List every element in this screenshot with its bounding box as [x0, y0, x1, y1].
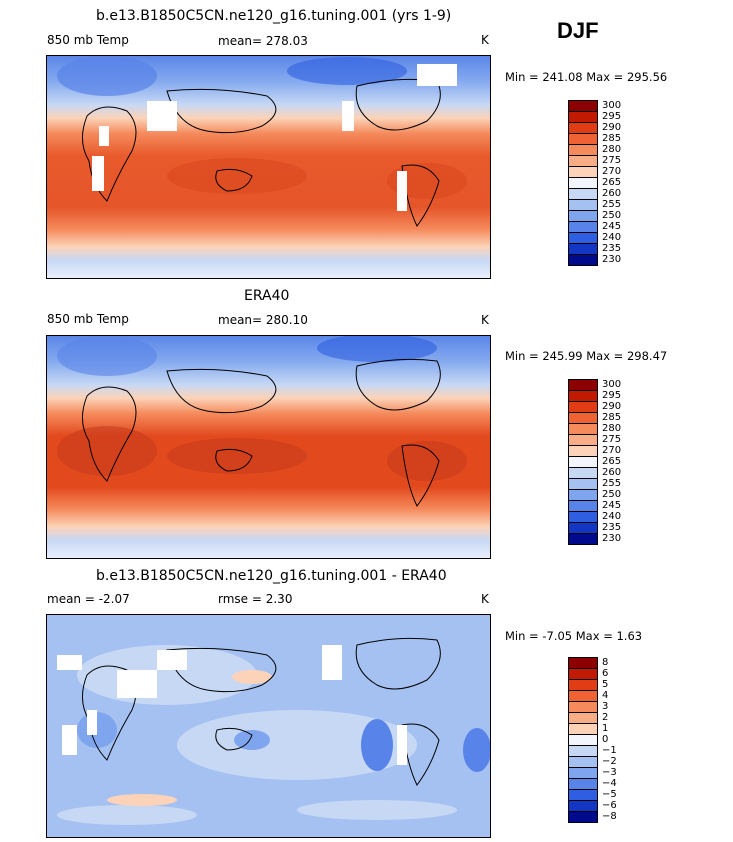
colorbar-tick-label: 290	[602, 122, 622, 133]
colorbar-tick-label: 245	[602, 500, 622, 511]
difference-map-svg	[47, 615, 490, 837]
colorbar-tick-label: −6	[602, 800, 617, 811]
colorbar-tick-label: 270	[602, 445, 622, 456]
panel-variable-label: 850 mb Temp	[47, 312, 129, 326]
colorbar-tick-label: 255	[602, 478, 622, 489]
panel-units-label: K	[481, 313, 489, 327]
colorbar-tick-label: 235	[602, 243, 622, 254]
panel-variable-label: 850 mb Temp	[47, 33, 129, 47]
panel-title: b.e13.B1850C5CN.ne120_g16.tuning.001 - E…	[96, 568, 447, 584]
colorbar-tick-label: 280	[602, 423, 622, 434]
colorbar-tick-label: −2	[602, 756, 617, 767]
colorbar-tick-label: 265	[602, 177, 622, 188]
colorbar-tick-label: 245	[602, 221, 622, 232]
colorbar-tick-label: 260	[602, 467, 622, 478]
panel-units-label: K	[481, 33, 489, 47]
colorbar-tick-label: −4	[602, 778, 617, 789]
map-plot	[46, 335, 491, 559]
colorbar-tick-label: 285	[602, 133, 622, 144]
colorbar-tick-label: 260	[602, 188, 622, 199]
panel-mean-label: mean= 278.03	[218, 34, 308, 48]
panel-title: b.e13.B1850C5CN.ne120_g16.tuning.001 (yr…	[96, 8, 452, 24]
colorbar-tick-label: 8	[602, 657, 609, 668]
colorbar-tick-label: 240	[602, 511, 622, 522]
temperature-map-svg	[47, 336, 490, 558]
colorbar-tick-label: −1	[602, 745, 617, 756]
colorbar-tick-label: 255	[602, 199, 622, 210]
colorbar-tick-label: 4	[602, 690, 609, 701]
colorbar-tick-label: 240	[602, 232, 622, 243]
colorbar-tick-label: 235	[602, 522, 622, 533]
colorbar-tick-label: 265	[602, 456, 622, 467]
panel-minmax-label: Min = 245.99 Max = 298.47	[505, 349, 668, 363]
colorbar-tick-label: 1	[602, 723, 609, 734]
colorbar-tick-label: 300	[602, 100, 622, 111]
colorbar-tick-label: 250	[602, 489, 622, 500]
colorbar-swatch	[568, 254, 598, 266]
colorbar-tick-label: 230	[602, 254, 622, 265]
colorbar-tick-label: 3	[602, 701, 609, 712]
colorbar-tick-label: 295	[602, 111, 622, 122]
panel-rmse-label: rmse = 2.30	[218, 592, 293, 606]
colorbar-tick-label: 300	[602, 379, 622, 390]
colorbar-tick-label: 230	[602, 533, 622, 544]
panel-units-label: K	[481, 592, 489, 606]
colorbar-tick-label: 295	[602, 390, 622, 401]
colorbar-tick-label: −5	[602, 789, 617, 800]
panel-minmax-label: Min = -7.05 Max = 1.63	[505, 629, 643, 643]
colorbar-tick-label: 285	[602, 412, 622, 423]
map-plot	[46, 55, 491, 279]
colorbar-tick-label: 5	[602, 679, 609, 690]
temperature-map-svg	[47, 56, 490, 278]
panel-title: ERA40	[244, 288, 290, 304]
panel-mean-label: mean= 280.10	[218, 313, 308, 327]
colorbar-swatch	[568, 811, 598, 823]
colorbar-tick-label: 275	[602, 155, 622, 166]
colorbar-tick-label: −3	[602, 767, 617, 778]
colorbar-tick-label: −8	[602, 811, 617, 822]
colorbar-tick-label: 275	[602, 434, 622, 445]
map-plot	[46, 614, 491, 838]
colorbar-tick-label: 250	[602, 210, 622, 221]
colorbar-tick-label: 2	[602, 712, 609, 723]
colorbar-tick-label: 6	[602, 668, 609, 679]
season-label: DJF	[557, 18, 599, 43]
colorbar-tick-label: 0	[602, 734, 609, 745]
colorbar-swatch	[568, 533, 598, 545]
colorbar-tick-label: 270	[602, 166, 622, 177]
panel-mean-label: mean = -2.07	[47, 592, 130, 606]
colorbar-tick-label: 290	[602, 401, 622, 412]
colorbar-tick-label: 280	[602, 144, 622, 155]
panel-minmax-label: Min = 241.08 Max = 295.56	[505, 70, 668, 84]
